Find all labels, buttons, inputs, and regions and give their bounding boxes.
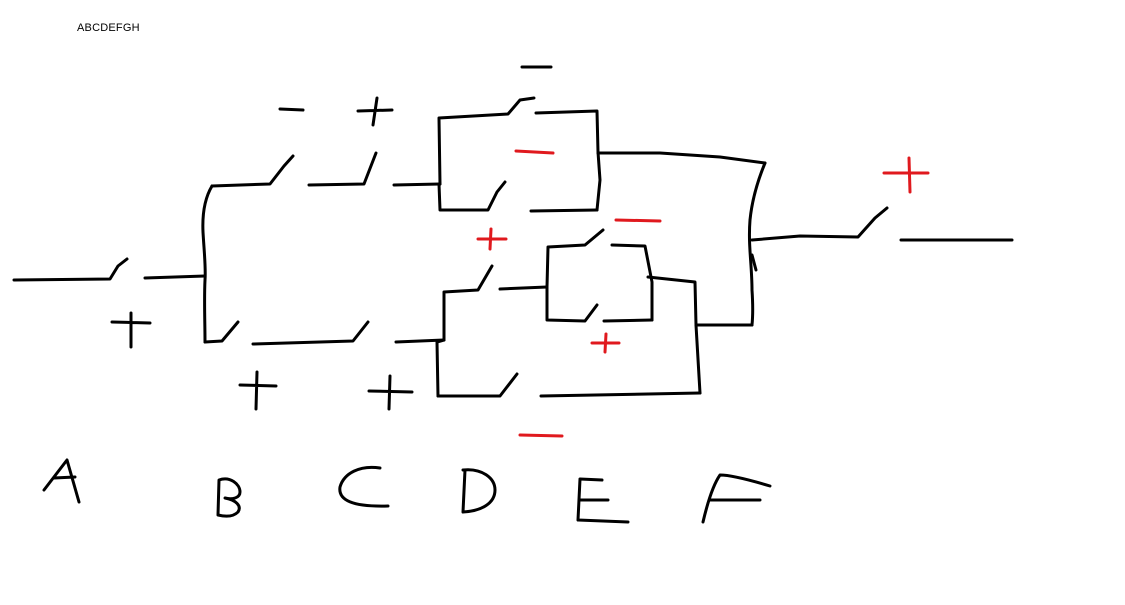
left-split-bus bbox=[201, 184, 214, 344]
mid-entry-wire bbox=[442, 264, 494, 342]
lower-branch-wire-3 bbox=[394, 338, 446, 344]
input-to-split-wire bbox=[143, 274, 207, 280]
upper-branch-wire-2 bbox=[307, 151, 378, 187]
plus-mark-output bbox=[882, 156, 930, 194]
minus-mark-upper-left bbox=[278, 107, 305, 112]
lower-loop-wire-1 bbox=[436, 372, 519, 398]
mid-entry-to-box2-wire bbox=[498, 285, 549, 291]
column-label-b: B bbox=[216, 477, 242, 518]
plus-mark-input bbox=[110, 311, 152, 349]
column-label-f: F bbox=[701, 473, 772, 524]
upper-branch-wire-1 bbox=[210, 154, 295, 188]
box2-bottom-return-wire bbox=[602, 318, 654, 323]
lower-branch-wire-1 bbox=[203, 320, 240, 344]
column-label-e: E bbox=[576, 477, 630, 524]
box2-left-bottom-wire bbox=[545, 285, 599, 323]
minus-mark-box1-bottom bbox=[514, 149, 555, 155]
right-merge-bus bbox=[747, 161, 767, 327]
plus-mark-lower-right bbox=[367, 374, 414, 411]
minus-mark-lower-loop bbox=[518, 433, 564, 438]
merge-accent-wire bbox=[750, 253, 758, 272]
circuit-wiring bbox=[12, 96, 1014, 398]
canvas-header-text: ABCDEFGH bbox=[77, 22, 140, 34]
plus-mark-lower-left bbox=[238, 370, 278, 411]
box2-right-wire bbox=[610, 243, 654, 322]
lower-loop-wire-2 bbox=[539, 391, 702, 398]
upper-branch-wire-3 bbox=[392, 182, 442, 187]
input-wire bbox=[12, 257, 129, 282]
box1-top-wire bbox=[437, 96, 536, 186]
box1-right-wire bbox=[534, 109, 602, 212]
plus-mark-mid-entry bbox=[476, 227, 508, 251]
column-label-d: D bbox=[461, 468, 497, 514]
plus-mark-upper-right bbox=[356, 96, 394, 127]
column-label-c: C bbox=[338, 465, 390, 508]
polarity-marks bbox=[110, 65, 930, 438]
lower-branch-wire-2 bbox=[251, 320, 370, 346]
minus-mark-box2-top bbox=[614, 218, 662, 223]
mid-entry-left-drop bbox=[435, 338, 446, 398]
box2-top-wire bbox=[545, 228, 605, 289]
merge-to-output-wire bbox=[750, 206, 889, 242]
plus-mark-box2-bottom bbox=[590, 332, 621, 354]
box1-bottom-return-wire bbox=[529, 208, 599, 213]
box1-to-merge-wire bbox=[596, 151, 767, 165]
box2-to-loop-wire bbox=[646, 275, 702, 395]
column-labels: A B C D E F bbox=[42, 458, 772, 524]
column-label-a: A bbox=[42, 458, 81, 504]
box1-bottom-wire bbox=[437, 180, 507, 212]
